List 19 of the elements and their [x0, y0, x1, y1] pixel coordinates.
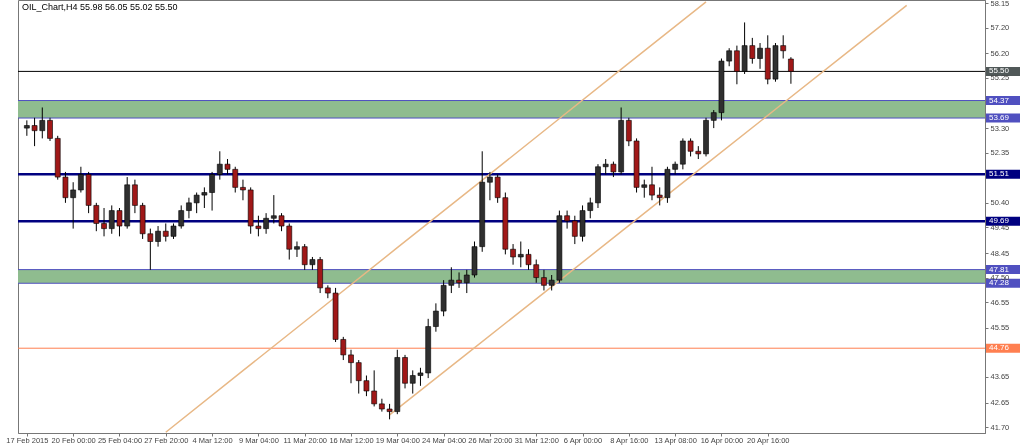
candlestick — [47, 117, 53, 142]
candlestick — [348, 349, 354, 384]
line-series — [388, 4, 908, 416]
candlestick — [240, 179, 246, 201]
ref-line-label: 54.37 — [989, 95, 1010, 105]
candlestick — [541, 269, 547, 291]
ref-line-label: 53.69 — [989, 113, 1010, 123]
candlestick — [757, 42, 763, 70]
ref-line-label: 51.51 — [989, 169, 1010, 179]
candlestick — [649, 166, 655, 201]
ref-line-label: 55.50 — [989, 66, 1010, 76]
ref-line-label: 47.81 — [989, 264, 1010, 274]
chart-title: OIL_Chart,H4 55.98 56.05 55.02 55.50 — [22, 2, 178, 12]
candlestick — [155, 225, 161, 248]
candlestick — [456, 271, 462, 289]
candlestick — [101, 207, 107, 237]
ref-line-label: 49.69 — [989, 216, 1010, 226]
candlestick — [294, 241, 300, 258]
ref-line-label: 44.76 — [989, 343, 1010, 353]
